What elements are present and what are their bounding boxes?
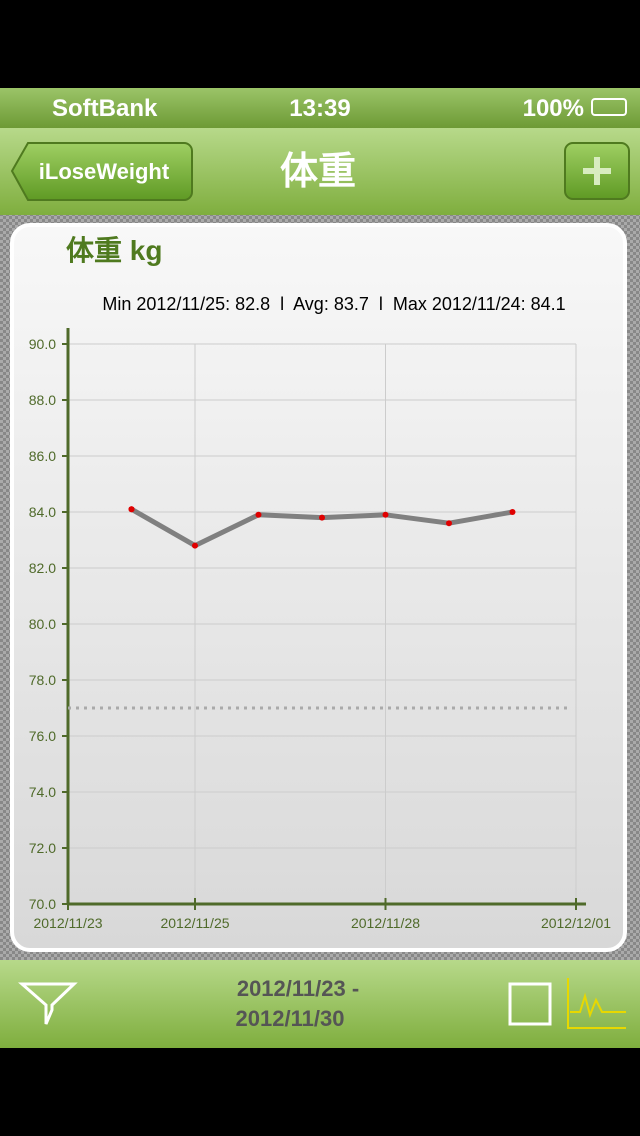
y-tick-label: 82.0 [29, 560, 56, 576]
add-icon[interactable] [583, 157, 611, 185]
card [10, 223, 627, 952]
data-point [255, 511, 262, 518]
y-tick-label: 74.0 [29, 784, 56, 800]
nav-title: 体重 [280, 151, 356, 193]
data-point [446, 520, 452, 527]
x-tick-label: 2012/12/01 [541, 915, 611, 931]
y-tick-label: 78.0 [29, 672, 56, 688]
y-tick-label: 88.0 [29, 392, 56, 408]
battery-icon [591, 98, 627, 116]
y-tick-label: 86.0 [29, 448, 56, 464]
data-point [319, 514, 325, 521]
time: 13:39 [289, 95, 350, 122]
y-tick-label: 80.0 [29, 616, 56, 632]
chart-view-icon[interactable] [567, 978, 626, 1029]
carrier: SoftBank [52, 95, 158, 122]
y-tick-label: 70.0 [29, 896, 56, 912]
status-bar [0, 88, 640, 128]
back-button[interactable] [10, 142, 193, 201]
y-tick-label: 90.0 [29, 336, 56, 352]
toolbar [0, 960, 640, 1048]
data-point [509, 509, 516, 515]
chart-title: 体重 kg [66, 235, 162, 266]
y-tick-label: 72.0 [29, 840, 56, 856]
x-tick-label: 2012/11/28 [351, 915, 420, 931]
x-tick-label: 2012/11/25 [160, 915, 229, 931]
data-point [128, 506, 135, 513]
date-range-end: 2012/11/30 [236, 1006, 345, 1031]
x-tick-label: 2012/11/23 [33, 915, 102, 931]
back-label[interactable]: iLoseWeight [39, 159, 170, 184]
data-point [382, 511, 389, 518]
y-tick-label: 84.0 [29, 504, 56, 520]
data-point [192, 542, 198, 549]
filter-icon[interactable] [18, 982, 78, 1025]
chart-subtitle: Min 2012/11/25: 82.8 l Avg: 83.7 l Max 2… [102, 294, 565, 314]
battery: 100% [523, 95, 584, 122]
date-range-start: 2012/11/23 - [237, 976, 359, 1001]
y-tick-label: 76.0 [29, 728, 56, 744]
list-view-icon[interactable] [508, 982, 552, 1026]
